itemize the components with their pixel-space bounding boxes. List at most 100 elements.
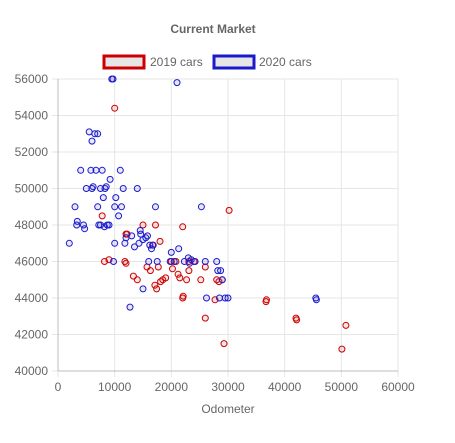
data-point[interactable] [148,245,155,253]
data-point[interactable] [174,270,182,278]
data-point[interactable] [153,258,161,265]
data-point[interactable] [312,296,320,304]
data-point[interactable] [197,203,205,211]
data-point[interactable] [220,340,228,348]
data-point[interactable] [85,128,93,136]
data-point[interactable] [115,212,123,220]
legend-item-2019[interactable]: 2019 cars [102,54,203,70]
data-point[interactable] [187,256,195,264]
data-point[interactable] [82,185,90,192]
data-point[interactable] [167,248,175,256]
data-point[interactable] [218,276,226,284]
legend-item-2020[interactable]: 2020 cars [212,54,312,70]
data-point[interactable] [73,217,81,225]
data-point[interactable] [151,281,159,289]
y-tick-label: 40000 [15,364,49,378]
data-point[interactable] [111,239,119,247]
data-point[interactable] [65,239,73,247]
data-point[interactable] [122,259,130,267]
data-point[interactable] [338,345,346,353]
data-point[interactable] [111,104,119,112]
data-point[interactable] [191,258,199,265]
y-tick-label: 52000 [15,145,49,159]
data-point[interactable] [169,265,176,273]
data-point[interactable] [110,258,117,265]
data-point[interactable] [89,183,97,191]
data-point[interactable] [133,276,141,284]
y-tick-label: 50000 [15,182,49,196]
y-tick-label: 56000 [15,72,49,86]
data-point[interactable] [118,203,125,211]
y-tick-label: 44000 [15,291,49,305]
data-point[interactable] [225,206,233,214]
data-point[interactable] [98,166,106,174]
data-point[interactable] [203,294,210,302]
data-point[interactable] [153,285,161,293]
data-point[interactable] [224,294,232,302]
data-point[interactable] [98,212,106,220]
data-point[interactable] [71,203,79,211]
data-point[interactable] [216,294,223,302]
data-point[interactable] [215,278,223,286]
data-point[interactable] [342,321,350,329]
data-point[interactable] [92,166,100,174]
data-point[interactable] [170,258,178,265]
data-point[interactable] [176,274,184,282]
data-point[interactable] [126,303,134,311]
data-point[interactable] [152,221,159,229]
data-point[interactable] [201,258,209,265]
legend-swatch-2020 [212,54,256,70]
data-point[interactable] [119,185,127,192]
data-point[interactable] [111,203,119,211]
data-point[interactable] [128,232,136,240]
data-point[interactable] [162,274,170,282]
y-tick-label: 48000 [15,218,49,232]
data-point[interactable] [87,166,95,174]
legend-swatch-2019 [102,54,146,70]
grid [52,78,399,377]
legend-label-2019: 2019 cars [150,55,203,69]
data-point[interactable] [131,243,138,251]
data-point[interactable] [122,234,130,242]
data-point[interactable] [293,316,301,324]
data-point[interactable] [106,175,114,183]
data-point[interactable] [145,258,153,265]
data-point[interactable] [105,221,113,229]
data-point[interactable] [139,221,147,229]
data-point[interactable] [201,314,209,322]
data-point[interactable] [116,166,124,174]
x-tick-label: 10000 [98,380,132,394]
data-point[interactable] [152,203,159,211]
data-point[interactable] [173,79,181,87]
data-point[interactable] [149,241,157,249]
data-point[interactable] [179,223,187,231]
data-point[interactable] [144,232,151,240]
data-point[interactable] [197,276,205,284]
data-point[interactable] [77,166,85,174]
x-axis: 0 10000 20000 30000 40000 50000 60000 [55,380,415,394]
data-point[interactable] [175,245,183,253]
data-point[interactable] [263,296,270,304]
data-point[interactable] [109,75,117,83]
x-tick-label: 30000 [211,380,245,394]
data-point[interactable] [88,137,96,145]
data-point[interactable] [94,203,102,211]
data-point[interactable] [99,194,107,202]
data-point[interactable] [94,130,102,138]
data-point[interactable] [183,276,191,284]
data-point[interactable] [121,239,129,247]
data-point[interactable] [156,237,164,245]
data-point[interactable] [133,185,141,192]
data-point[interactable] [154,263,162,271]
data-point[interactable] [185,267,193,275]
data-point[interactable] [102,183,110,191]
series-1 [65,75,320,311]
data-point[interactable] [81,225,89,233]
data-point[interactable] [139,285,147,293]
data-point[interactable] [146,267,154,275]
data-point[interactable] [213,258,221,265]
data-point[interactable] [217,267,225,275]
y-axis: 40000 42000 44000 46000 48000 50000 52000 54000… [15,72,49,378]
data-point[interactable] [179,292,187,300]
data-point[interactable] [112,194,120,202]
